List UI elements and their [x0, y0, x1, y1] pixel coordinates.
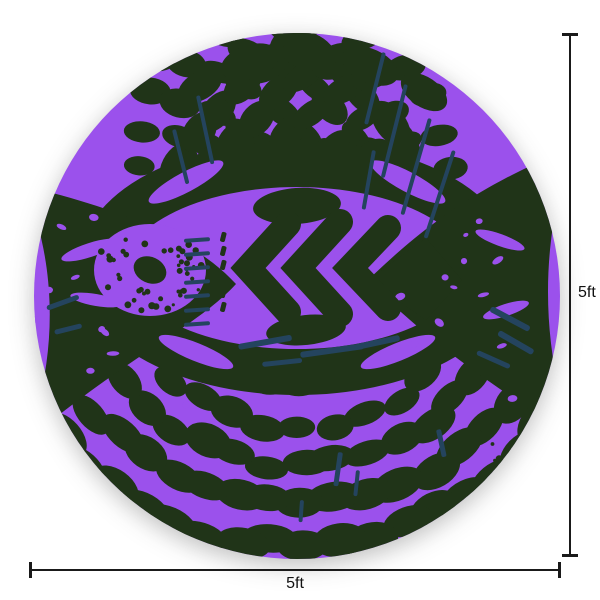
height-dimension-line [562, 33, 578, 557]
width-dimension-line [29, 562, 561, 578]
height-dimension-label: 5ft [578, 284, 596, 301]
dimension-line-vertical [569, 33, 571, 557]
width-dimension-label: 5ft [286, 575, 304, 592]
dimension-cap-bottom [562, 554, 578, 557]
dimension-cap-right [558, 562, 561, 578]
dimension-line-horizontal [29, 569, 561, 571]
